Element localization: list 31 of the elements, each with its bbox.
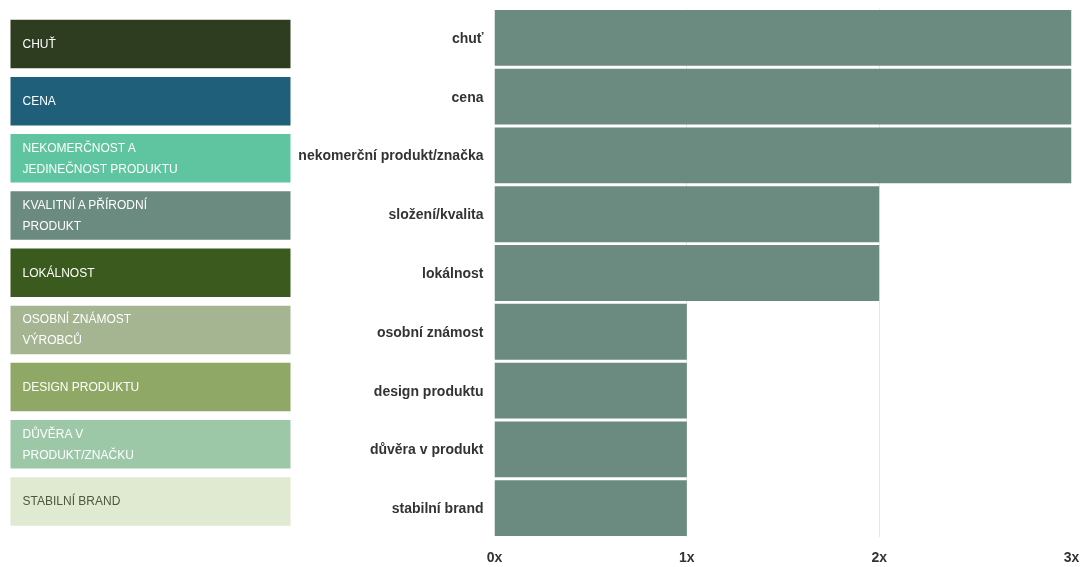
x-tick-label: 2x (871, 548, 888, 565)
bar (494, 186, 880, 243)
bar (494, 480, 687, 537)
bar (494, 303, 687, 360)
bar (494, 245, 880, 301)
y-tick-label: důvěra v produkt (369, 441, 484, 458)
category-label: DŮVĚRA V PRODUKT/ZNAČKU (22, 425, 134, 462)
category-label: CENA (22, 94, 56, 109)
category-label: CHUŤ (22, 35, 57, 51)
y-tick-label: stabilní brand (391, 500, 484, 517)
bar (494, 68, 1072, 125)
bar (494, 421, 687, 478)
y-tick-label: cena (451, 88, 484, 105)
x-tick-label: 1x (679, 548, 695, 565)
category-label: OSOBNÍ ZNÁMOST VÝROBCŮ (22, 311, 132, 348)
y-tick-label: lokálnost (422, 265, 484, 281)
bar (494, 127, 1072, 184)
category-label: NEKOMERČNOST A JEDINEČNOST PRODUKTU (22, 139, 178, 176)
category-label: STABILNÍ BRAND (22, 493, 121, 509)
y-tick-label: nekomerční produkt/značka (298, 147, 484, 164)
category-label: DESIGN PRODUKTU (22, 380, 140, 395)
y-tick-label: design produktu (373, 382, 484, 399)
x-tick-label: 0x (486, 548, 503, 565)
category-label: KVALITNÍ A PŘÍRODNÍ PRODUKT (22, 197, 148, 234)
category-label: LOKÁLNOST (22, 264, 96, 280)
x-tick-label: 3x (1063, 548, 1080, 565)
y-tick-label: chuť (451, 29, 484, 46)
y-tick-label: osobní známost (376, 323, 484, 340)
bar (494, 362, 687, 419)
y-tick-label: složení/kvalita (388, 206, 484, 223)
bar (494, 9, 1072, 66)
